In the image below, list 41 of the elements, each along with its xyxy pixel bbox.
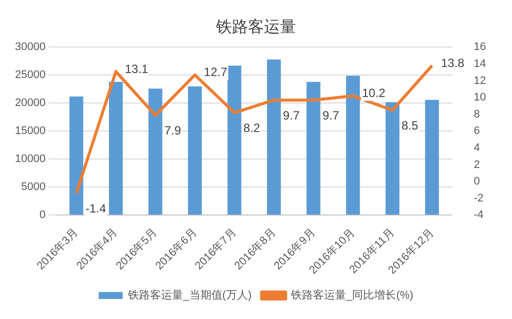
y2-tick-label: 10 [474,92,486,104]
y-tick-label: 10000 [14,153,46,166]
bar [306,82,320,215]
legend-label: 铁路客运量_同比增长(%) [290,288,414,302]
data-label: 13.8 [441,56,465,70]
chart-title: 铁路客运量 [215,18,296,36]
data-label: 8.5 [401,118,418,132]
data-label: 13.1 [124,62,149,76]
data-label: -1.4 [85,202,106,216]
y2-tick-label: 8 [474,108,480,120]
y2-tick-label: 16 [474,41,486,54]
bar [425,100,439,215]
bar [148,88,162,215]
y2-tick-label: 4 [474,142,480,154]
bar [69,96,84,215]
y-tick-label: 30000 [14,41,46,54]
bar [108,82,123,215]
bar [188,86,202,215]
data-label: 10.2 [362,86,386,100]
y2-tick-label: 12 [474,74,486,87]
data-label: 9.7 [282,108,300,122]
y-tick-label: 5000 [21,181,46,194]
y-tick-label: 0 [39,209,46,222]
data-label: 12.7 [204,65,228,80]
bar [228,66,242,215]
y-tick-label: 25000 [14,69,46,82]
y-tick-label: 20000 [14,97,46,110]
legend-label: 铁路客运量_当期值(万人) [127,288,252,302]
y2-tick-label: -4 [474,209,484,222]
y2-tick-label: 14 [474,58,486,70]
bar [346,76,360,215]
y2-tick-label: -2 [474,192,484,204]
y-tick-label: 15000 [14,125,46,138]
y2-tick-label: 6 [474,125,480,138]
bar [386,102,400,215]
data-label: 9.7 [322,108,340,122]
bar [267,60,281,215]
data-label: 7.9 [164,124,182,138]
y2-tick-label: 0 [474,176,480,188]
y2-tick-label: 2 [474,158,480,171]
data-label: 8.2 [243,121,260,136]
